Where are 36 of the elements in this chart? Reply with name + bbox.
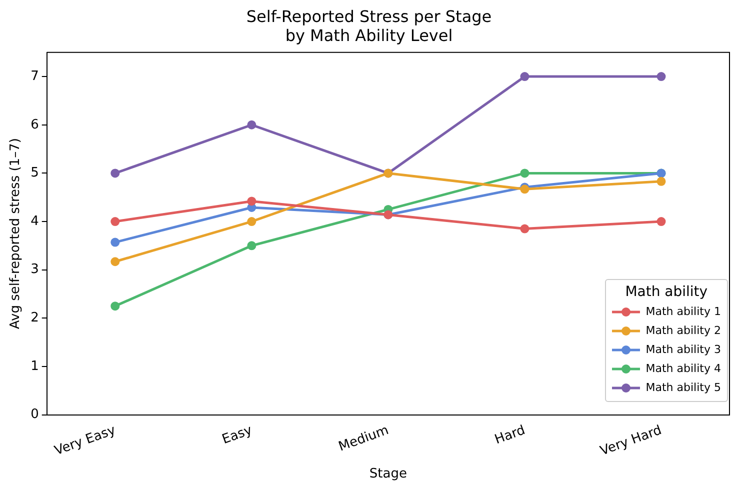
- point: [247, 196, 256, 206]
- y-tick-label: 4: [30, 214, 39, 229]
- point: [110, 302, 120, 311]
- legend-label: Math ability 5: [646, 381, 721, 394]
- point: [247, 120, 256, 130]
- y-axis-title: Avg self-reported stress (1–7): [8, 138, 24, 330]
- legend-label: Math ability 4: [646, 362, 721, 375]
- y-tick-label: 6: [30, 117, 39, 132]
- y-tick-label: 0: [30, 407, 39, 422]
- point: [110, 257, 120, 266]
- y-tick-label: 2: [30, 310, 39, 326]
- chart-title: Self-Reported Stress per Stage by Math Ability Level: [246, 6, 492, 45]
- legend-title: Math ability: [624, 284, 709, 300]
- y-tick-label: 7: [30, 68, 39, 84]
- x-tick-label: Easy: [220, 422, 254, 448]
- point: [110, 168, 120, 178]
- point: [520, 224, 530, 234]
- x-tick-label: Very Easy: [52, 422, 118, 459]
- y-tick-label: 1: [30, 358, 39, 374]
- y-tick-label: 5: [30, 166, 39, 181]
- point: [520, 72, 530, 82]
- point: [247, 217, 256, 226]
- point: [110, 217, 120, 226]
- x-tick-label: Hard: [492, 422, 528, 448]
- y-tick-label: 3: [30, 262, 39, 278]
- x-tick-label: Very Hard: [598, 422, 664, 459]
- point: [656, 72, 666, 82]
- legend-label: Math ability 3: [646, 343, 721, 356]
- point: [520, 168, 530, 178]
- point: [110, 238, 120, 247]
- point: [656, 217, 666, 226]
- x-axis-title: Stage: [369, 466, 407, 482]
- legend-label: Math ability 2: [646, 324, 721, 337]
- legend-label: Math ability 1: [646, 305, 721, 318]
- point: [247, 241, 256, 250]
- point: [656, 176, 666, 186]
